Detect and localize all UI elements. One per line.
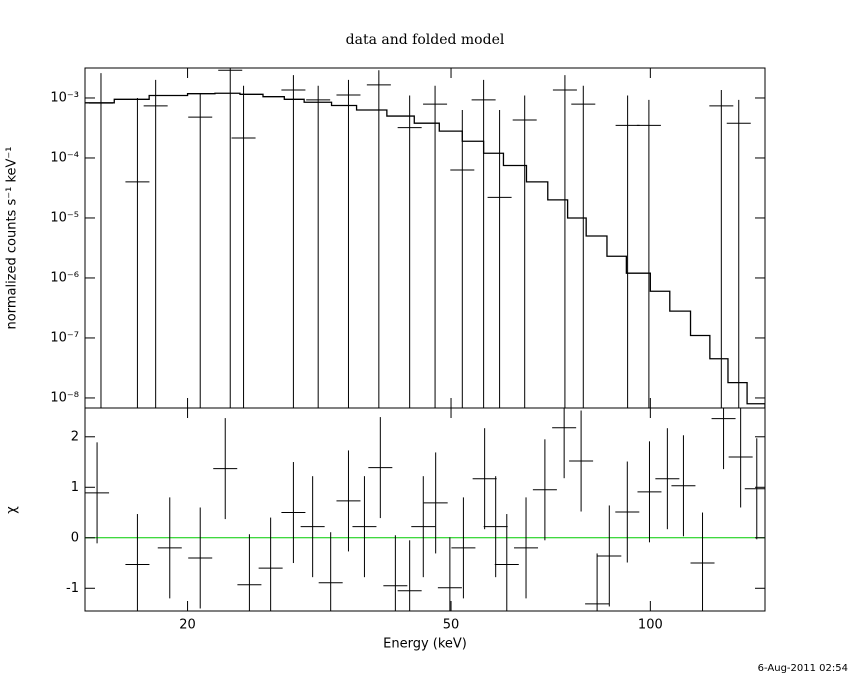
y-tick-label: 10⁻⁸ xyxy=(50,390,79,405)
x-tick-label: 50 xyxy=(443,618,460,633)
y-tick-label: 10⁻³ xyxy=(50,90,79,105)
y-tick-label: -1 xyxy=(66,581,79,596)
x-axis-label: Energy (keV) xyxy=(383,637,467,652)
y-tick-label: 10⁻⁶ xyxy=(50,270,79,285)
y-axis-label: χ xyxy=(5,506,20,514)
y-tick-label: 10⁻⁷ xyxy=(50,330,79,345)
y-tick-label: 10⁻⁵ xyxy=(50,210,79,225)
y-tick-label: 10⁻⁴ xyxy=(50,150,79,165)
y-tick-label: 2 xyxy=(71,429,79,444)
panel-frame xyxy=(84,407,766,612)
model-line xyxy=(85,92,765,408)
x-tick-label: 100 xyxy=(638,618,663,633)
y-tick-label: 1 xyxy=(71,480,79,495)
timestamp: 6-Aug-2011 02:54 xyxy=(758,663,848,674)
chart-title: data and folded model xyxy=(346,32,505,48)
plot-area xyxy=(85,68,765,408)
panel-frame xyxy=(84,67,766,409)
plot-area xyxy=(85,408,765,611)
x-tick-label: 20 xyxy=(179,618,196,633)
y-tick-label: 0 xyxy=(71,530,79,545)
y-axis-label: normalized counts s⁻¹ keV⁻¹ xyxy=(5,147,20,330)
